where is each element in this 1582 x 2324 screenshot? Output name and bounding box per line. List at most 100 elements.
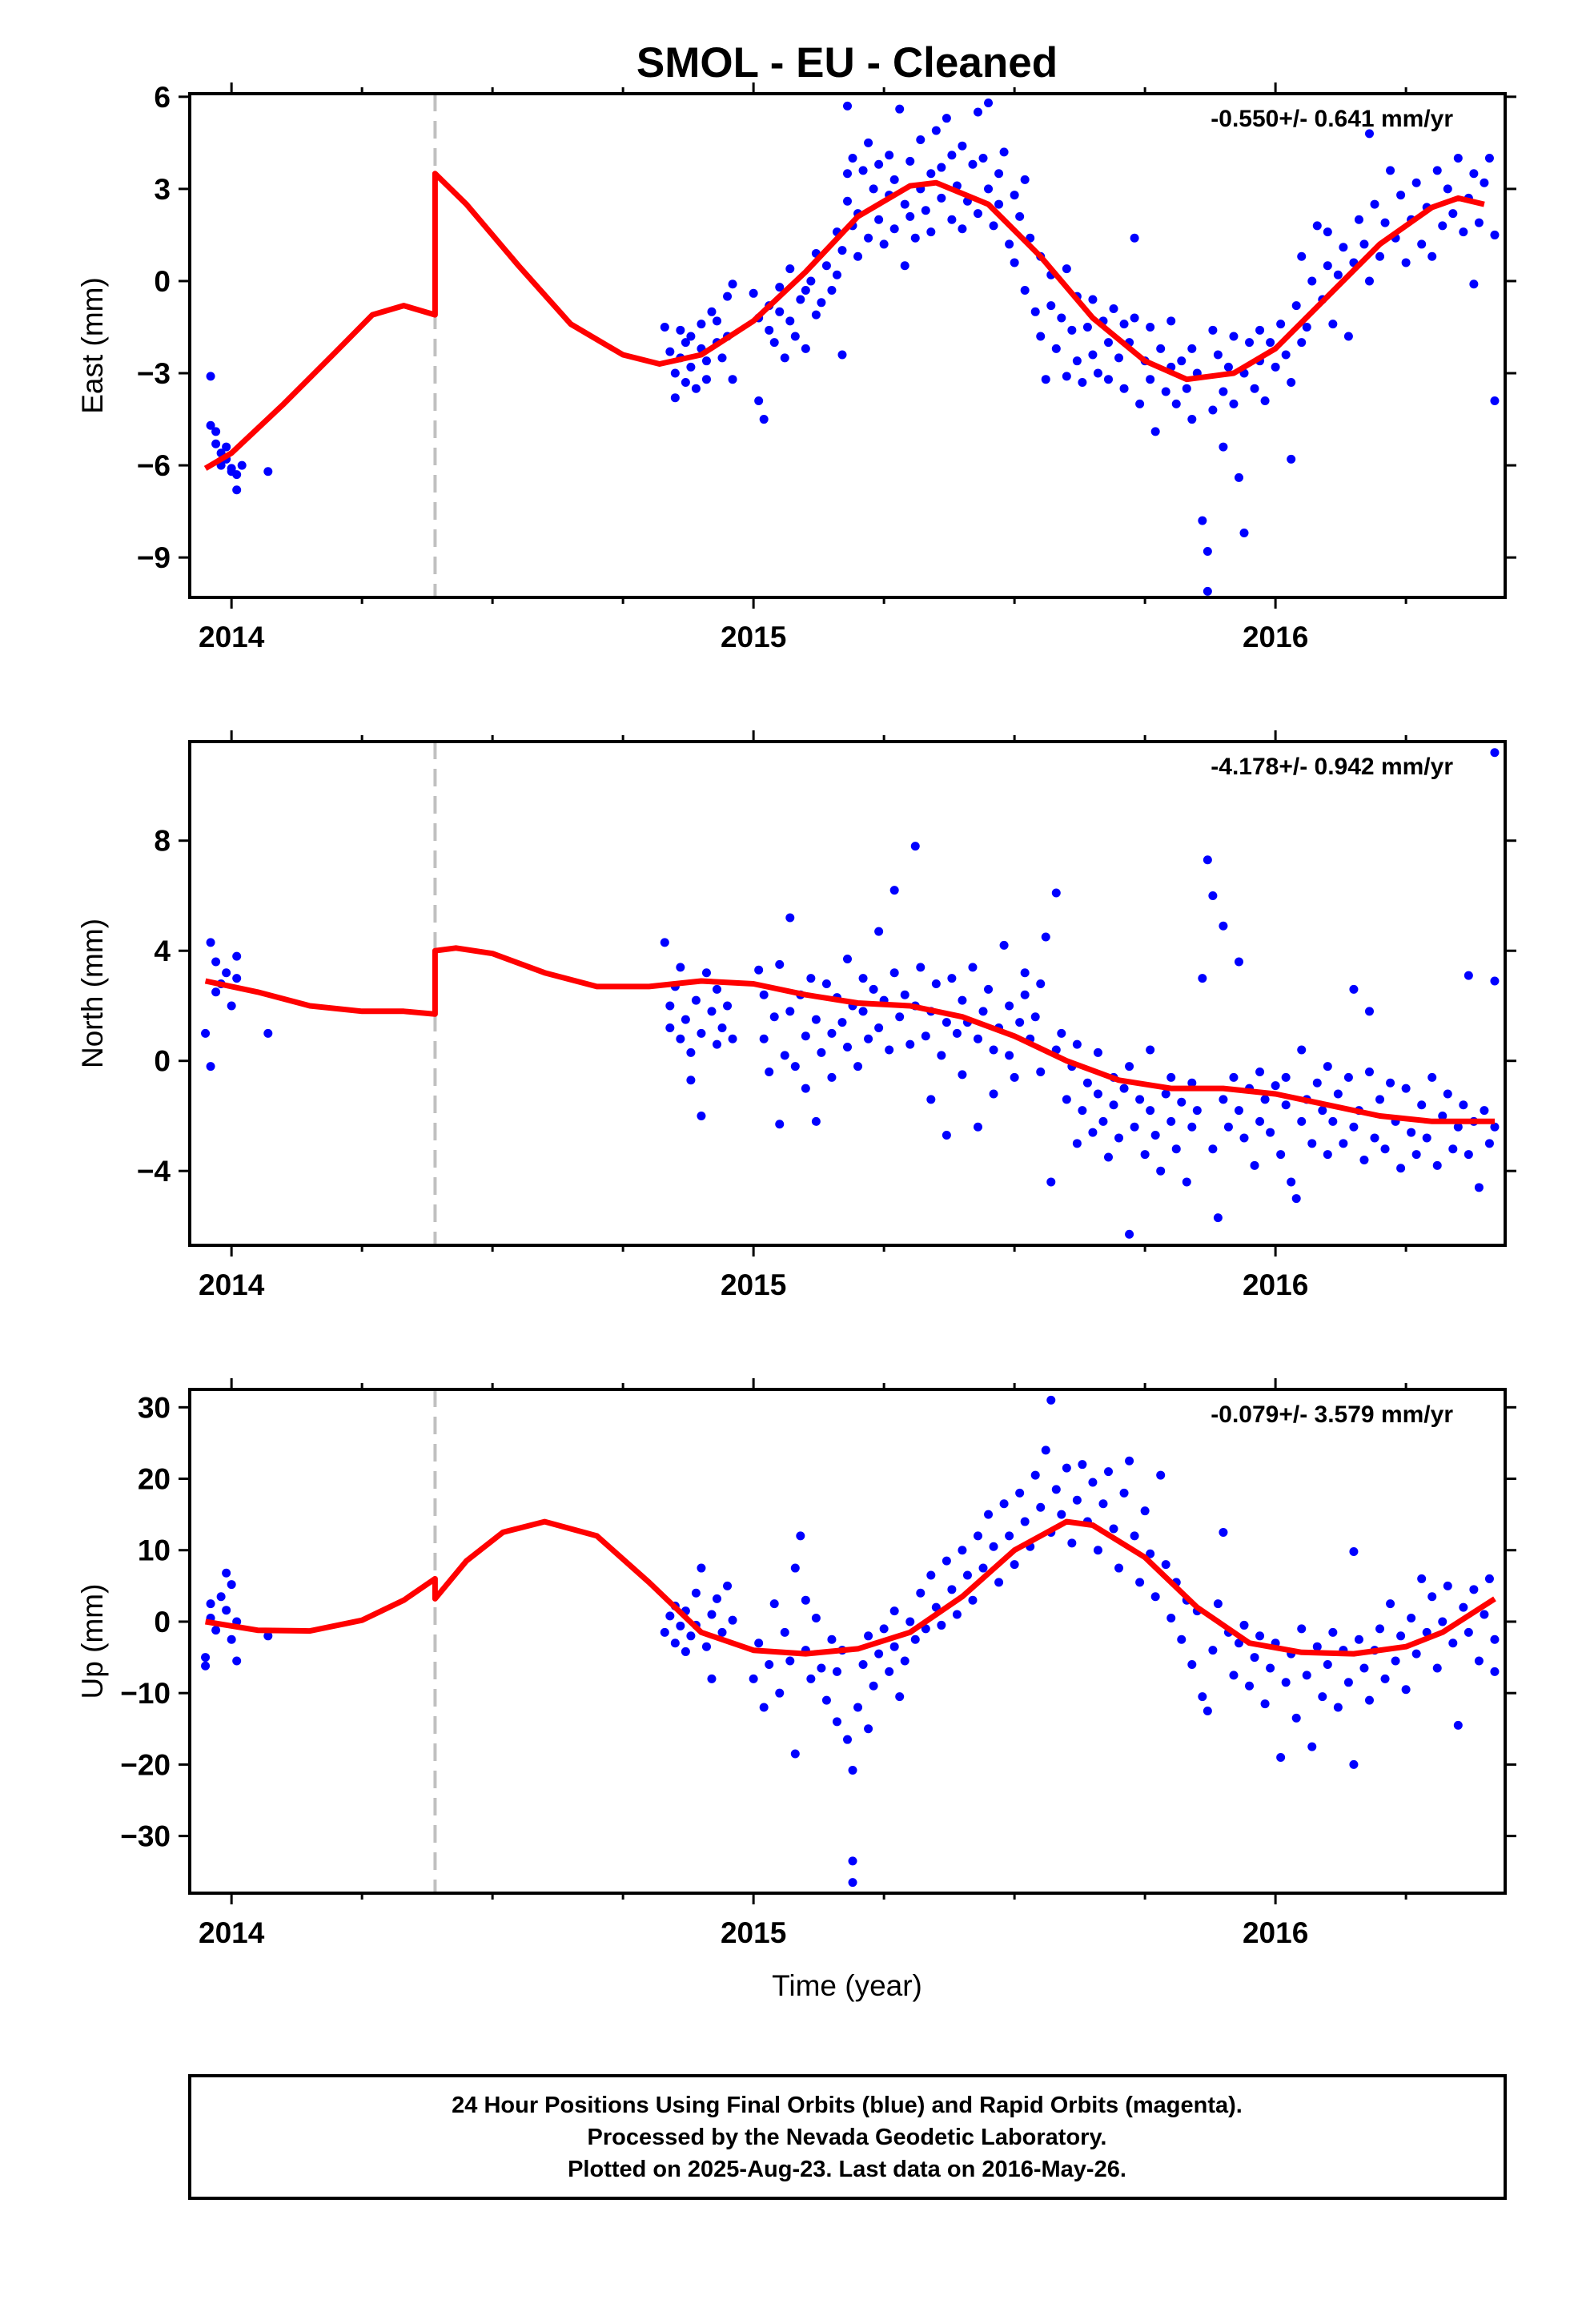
north-data-point [1062, 1095, 1071, 1104]
up-data-point [1281, 1678, 1291, 1687]
north-data-point [1464, 1150, 1473, 1160]
up-data-point [1130, 1531, 1139, 1541]
north-data-point [785, 913, 795, 923]
footer-line-3: Plotted on 2025-Aug-23. Last data on 201… [568, 2157, 1126, 2182]
north-data-point [1219, 921, 1228, 931]
east-data-point [801, 344, 810, 353]
east-data-point [806, 276, 816, 286]
east-data-point [837, 350, 847, 360]
north-data-point [1490, 976, 1500, 986]
up-data-point [889, 1642, 899, 1651]
north-data-point [728, 1034, 737, 1043]
north-data-point [1140, 1150, 1150, 1160]
east-data-point [1364, 129, 1374, 139]
up-data-point [754, 1638, 764, 1648]
north-data-point [921, 1031, 930, 1041]
up-data-point [759, 1703, 769, 1712]
east-data-point [697, 320, 706, 329]
up-data-point [1036, 1502, 1046, 1512]
east-data-point [1297, 338, 1307, 348]
east-data-point [1130, 313, 1139, 323]
up-data-point [222, 1568, 231, 1578]
north-data-point [1187, 1078, 1197, 1088]
north-data-point [665, 1023, 675, 1032]
north-data-point [1088, 1128, 1098, 1137]
north-data-point [707, 1007, 717, 1016]
east-data-point [1119, 320, 1129, 329]
up-data-point [728, 1615, 737, 1625]
up-data-point [874, 1649, 884, 1659]
up-data-point [227, 1634, 236, 1644]
east-data-point [681, 338, 690, 348]
up-data-point [1150, 1592, 1160, 1602]
east-data-point [937, 163, 946, 172]
east-data-point [1229, 332, 1239, 341]
up-data-point [947, 1585, 957, 1594]
up-data-point [1125, 1456, 1134, 1466]
east-data-point [1245, 338, 1255, 348]
east-data-point [1266, 338, 1275, 348]
footer-line-2: Processed by the Nevada Geodetic Laborat… [588, 2125, 1107, 2150]
up-data-point [713, 1594, 722, 1603]
up-data-point [968, 1595, 978, 1605]
north-data-point [780, 1051, 789, 1060]
up-data-point [1490, 1634, 1500, 1644]
east-data-point [926, 169, 936, 179]
east-data-point [1213, 350, 1223, 360]
north-data-point [1432, 1160, 1442, 1170]
north-data-point [853, 1062, 863, 1072]
north-data-point [1318, 1106, 1327, 1116]
up-data-point [984, 1510, 994, 1519]
up-x-tick-label: 2016 [1243, 1916, 1308, 1949]
footer-line-1: 24 Hour Positions Using Final Orbits (bl… [452, 2093, 1243, 2118]
north-data-point [1255, 1116, 1265, 1126]
north-data-point [211, 957, 221, 967]
north-data-point [1453, 1122, 1463, 1132]
north-data-point [973, 1034, 982, 1043]
east-data-point [1234, 472, 1243, 482]
east-data-point [701, 375, 711, 384]
east-data-point [232, 470, 242, 480]
east-data-point [1177, 356, 1186, 366]
east-data-point [785, 316, 795, 326]
east-data-point [1380, 218, 1390, 227]
north-data-point [1359, 1155, 1369, 1164]
up-data-point [811, 1614, 821, 1623]
up-data-point [973, 1531, 982, 1541]
north-data-point [1291, 1194, 1301, 1204]
up-data-point [1453, 1720, 1463, 1730]
up-data-point [1005, 1531, 1014, 1541]
up-data-point [1302, 1671, 1311, 1680]
up-data-point [1078, 1460, 1087, 1470]
up-data-point [806, 1674, 816, 1683]
east-data-point [1166, 316, 1176, 326]
north-data-point [790, 1062, 800, 1072]
north-data-point [843, 1043, 852, 1052]
north-data-point [232, 951, 242, 961]
x-axis-label: Time (year) [772, 1969, 922, 2002]
up-data-point [1328, 1627, 1338, 1637]
north-data-point [1234, 957, 1243, 967]
east-data-point [1443, 184, 1452, 194]
up-y-tick-label: −20 [120, 1748, 171, 1781]
north-data-point [785, 1007, 795, 1016]
east-y-tick-label: −6 [137, 449, 171, 482]
east-data-point [1302, 322, 1311, 332]
east-data-point [885, 151, 894, 160]
north-data-point [222, 968, 231, 978]
north-data-point [806, 974, 816, 983]
up-data-point [1291, 1713, 1301, 1723]
east-data-point [713, 316, 722, 326]
east-data-point [1015, 211, 1025, 221]
east-data-point [1067, 325, 1077, 335]
east-data-points [206, 99, 1500, 596]
up-data-point [843, 1735, 852, 1744]
north-data-point [952, 1028, 962, 1038]
east-data-point [1323, 227, 1332, 237]
up-data-point [1484, 1574, 1494, 1583]
up-data-point [790, 1563, 800, 1573]
east-data-point [916, 135, 926, 145]
east-data-point [1072, 356, 1082, 366]
up-data-point [1098, 1499, 1108, 1509]
up-data-point [962, 1570, 972, 1580]
